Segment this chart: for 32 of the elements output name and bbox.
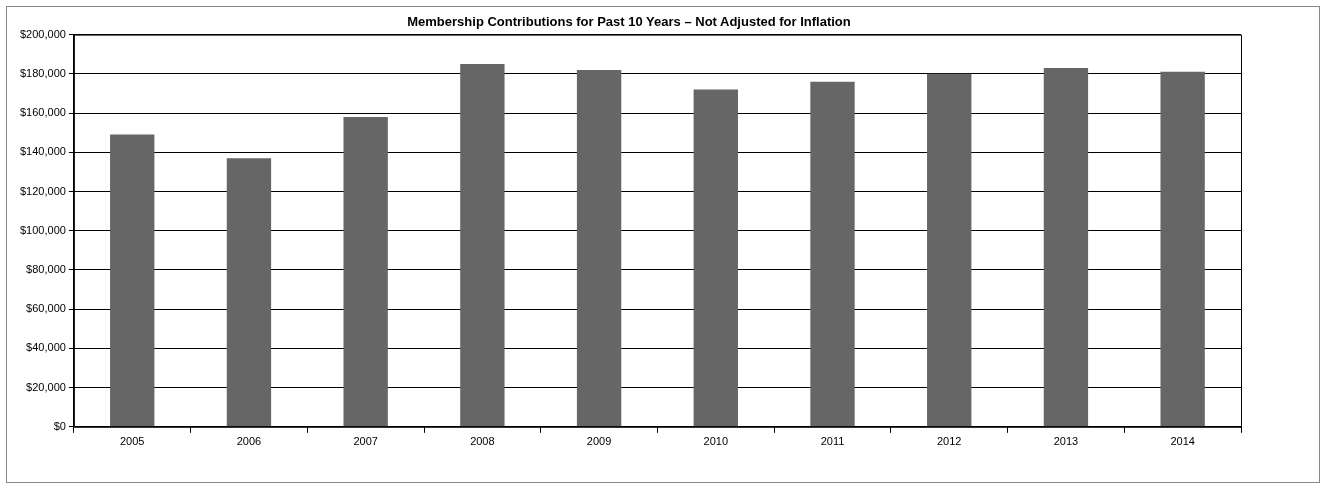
y-tick-label: $180,000: [19, 66, 66, 79]
y-tick-label: $160,000: [19, 106, 66, 119]
x-tick-label: 2006: [236, 435, 262, 448]
bar: [110, 134, 155, 427]
x-tick-label: 2011: [820, 435, 845, 448]
x-tick-label: 2009: [586, 435, 612, 448]
bar: [1160, 71, 1205, 427]
x-tick-label: 2005: [119, 435, 145, 448]
bar: [460, 64, 505, 427]
y-tick-label: $60,000: [26, 302, 66, 315]
bar: [226, 158, 272, 427]
y-tick-label: $0: [53, 419, 66, 432]
bar: [343, 116, 388, 427]
x-tick-label: 2007: [353, 435, 378, 448]
y-tick-label: $80,000: [26, 262, 66, 275]
x-tick-label: 2012: [936, 435, 962, 448]
y-tick-label: $100,000: [19, 223, 66, 236]
bar: [693, 89, 738, 427]
y-tick-label: $200,000: [19, 27, 66, 40]
y-tick-label: $140,000: [19, 145, 66, 158]
chart-title: Membership Contributions for Past 10 Years – Not Adjusted for Inflation: [407, 14, 851, 30]
bar: [576, 69, 622, 427]
y-tick-label: $40,000: [26, 341, 66, 354]
x-tick-label: 2014: [1170, 435, 1195, 448]
y-tick-label: $120,000: [19, 184, 66, 197]
bar: [1043, 67, 1089, 427]
bar: [927, 73, 972, 427]
x-tick-label: 2010: [703, 435, 729, 448]
y-tick-label: $20,000: [26, 380, 66, 393]
x-tick-label: 2008: [470, 435, 495, 448]
x-tick-label: 2013: [1053, 435, 1079, 448]
bar: [810, 81, 855, 427]
